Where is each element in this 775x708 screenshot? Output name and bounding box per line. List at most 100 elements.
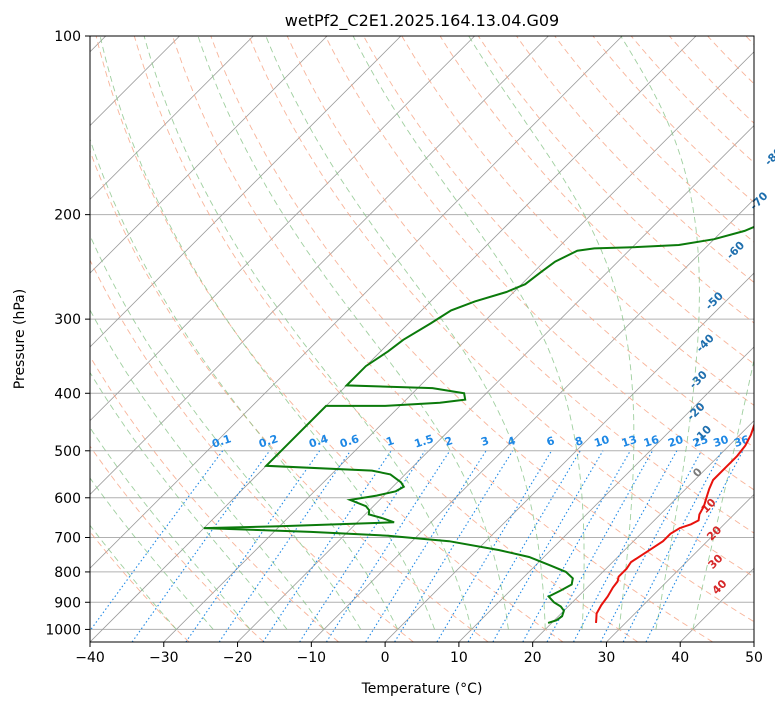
- mixing-ratio-line: [218, 450, 351, 642]
- mixing-ratio-line: [131, 450, 271, 642]
- dewpoint-line: [203, 225, 754, 624]
- plot-frame: [89, 35, 755, 643]
- mixing-ratio-label: 16: [642, 433, 661, 450]
- mixing-ratio-line: [467, 450, 581, 642]
- isotherm-line: [606, 493, 754, 642]
- mixing-ratio-label: 1.5: [413, 432, 436, 450]
- y-tick-label: 900: [54, 595, 81, 611]
- isotherm-line: [458, 346, 754, 642]
- moist-adiabat-line: [468, 36, 635, 630]
- y-tick-label: 200: [54, 208, 81, 224]
- dry-adiabat-line: [401, 36, 754, 406]
- x-axis-title: Temperature (°C): [361, 681, 483, 697]
- x-tick-label: 40: [671, 650, 689, 666]
- dry-adiabat-line: [630, 36, 754, 164]
- dry-adiabat-line: [90, 445, 265, 642]
- moist-adiabat-line: [90, 371, 288, 630]
- moist-adiabat-line: [90, 477, 214, 630]
- dry-adiabat-line: [210, 36, 754, 623]
- mixing-ratio-label: 0.4: [307, 432, 330, 450]
- y-tick-label: 500: [54, 444, 81, 460]
- x-tick-label: −10: [297, 650, 327, 666]
- mixing-ratio-line: [436, 450, 553, 642]
- background-lines: [90, 36, 754, 642]
- moist-adiabat-line: [197, 36, 509, 630]
- mixing-ratio-label: 2: [443, 434, 454, 449]
- mixing-ratio-line: [185, 450, 321, 642]
- mixing-ratio-label: 0.1: [210, 432, 233, 450]
- y-axis-title: Pressure (hPa): [12, 289, 28, 389]
- y-tick-label: 600: [54, 491, 81, 507]
- x-tick-label: −20: [223, 650, 253, 666]
- mixing-ratio-label: 8: [573, 434, 584, 449]
- mixing-ratio-label: 1: [384, 434, 395, 449]
- y-tick-label: 100: [54, 29, 81, 45]
- isotherm-line: [90, 36, 402, 348]
- mixing-ratio-line: [573, 450, 678, 642]
- dry-adiabat-line: [324, 36, 754, 491]
- isotherm-line: [384, 272, 754, 642]
- mixing-ratio-label: 13: [620, 433, 639, 450]
- mixing-ratio-label: 36: [732, 433, 751, 450]
- x-tick-label: 50: [745, 650, 763, 666]
- chart-title: wetPf2_C2E1.2025.164.13.04.G09: [285, 11, 559, 31]
- moist-adiabat-line: [692, 358, 754, 630]
- moist-adiabat-line: [620, 36, 700, 630]
- mixing-ratio-label: 25: [691, 433, 710, 450]
- y-tick-label: 300: [54, 312, 81, 328]
- mixing-ratio-line: [325, 450, 451, 642]
- temperature-line: [595, 421, 754, 623]
- moist-adiabat-line: [90, 309, 325, 630]
- x-tick-label: 10: [450, 650, 468, 666]
- mixing-ratio-line: [394, 450, 514, 642]
- dry-adiabat-label: -80: [762, 145, 775, 168]
- y-tick-label: 400: [54, 386, 81, 402]
- moist-adiabat-line: [99, 36, 436, 630]
- mixing-ratio-label: 4: [506, 434, 518, 449]
- dry-adiabat-line: [363, 36, 754, 448]
- plot-area: [90, 36, 754, 642]
- y-tick-label: 800: [54, 565, 81, 581]
- profiles: [203, 225, 754, 624]
- background-line-labels: 0.10.20.40.611.52346810131620253036-100-…: [210, 145, 775, 597]
- mixing-ratio-label: 20: [666, 433, 685, 450]
- moist-adiabat-line: [352, 36, 585, 630]
- isotherm-line: [90, 36, 475, 422]
- mixing-ratio-line: [522, 450, 631, 642]
- moist-adiabat-line: [143, 36, 472, 630]
- mixing-ratio-label: 0.6: [338, 432, 361, 450]
- x-axis: −40 −30 −20 −10 0 10 20 30 40 50: [75, 642, 763, 666]
- mixing-ratio-label: 30: [712, 433, 731, 450]
- moist-adiabat-line: [90, 426, 251, 630]
- isotherm-line: [90, 36, 549, 496]
- dry-adiabat-line: [248, 36, 754, 578]
- isotherm-line: [237, 124, 754, 642]
- mixing-ratio-label: 0.2: [257, 432, 280, 450]
- mixing-ratio-line: [492, 450, 604, 642]
- x-tick-label: −30: [149, 650, 179, 666]
- y-tick-label: 1000: [45, 622, 81, 638]
- moist-adiabat-line: [90, 234, 362, 630]
- mixing-ratio-label: 3: [479, 434, 490, 449]
- x-tick-label: 20: [524, 650, 542, 666]
- isotherm-line: [90, 36, 623, 569]
- isotherm-line: [532, 420, 754, 642]
- x-tick-label: −40: [75, 650, 105, 666]
- x-tick-label: 0: [381, 650, 390, 666]
- isotherm-line: [90, 36, 697, 642]
- y-tick-label: 700: [54, 531, 81, 547]
- isotherm-line: [753, 641, 754, 642]
- dry-adiabat-line: [133, 36, 639, 642]
- isotherm-line: [90, 36, 254, 200]
- y-axis: 100 200 300 400 500 600 700 800 900 1000: [45, 29, 90, 638]
- dry-adiabat-line: [516, 36, 754, 283]
- mixing-ratio-line: [365, 450, 487, 642]
- x-tick-label: 30: [598, 650, 616, 666]
- moist-adiabat-line: [265, 36, 546, 630]
- isotherm-line: [163, 51, 754, 642]
- dry-adiabat-line: [90, 259, 414, 642]
- moist-adiabat-line: [90, 524, 177, 630]
- mixing-ratio-label: 10: [593, 433, 612, 450]
- isotherm-line: [90, 36, 328, 274]
